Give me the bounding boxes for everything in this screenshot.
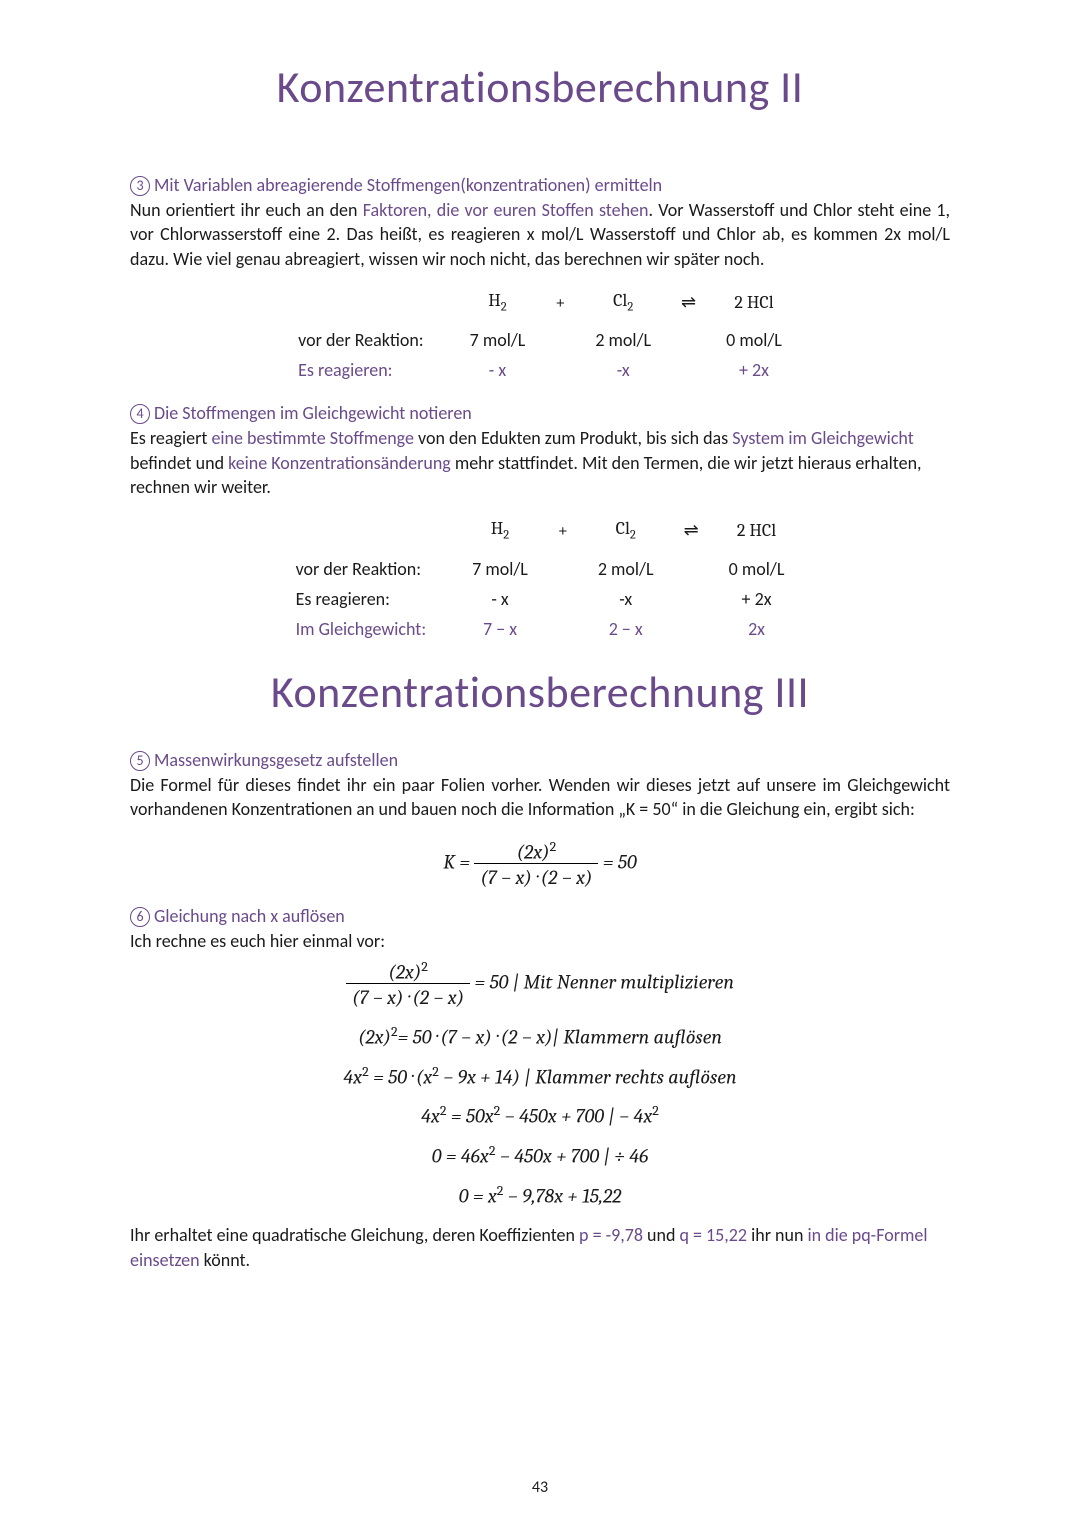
row-label-before: vor der Reaktion: bbox=[284, 326, 453, 354]
step3-heading: 3Mit Variablen abreagierende Stoffmengen… bbox=[130, 174, 950, 196]
hl: q = 15,22 bbox=[680, 1224, 748, 1246]
step6-closing: Ihr erhaltet eine quadratische Gleichung… bbox=[130, 1223, 950, 1272]
equilibrium-arrow-icon: ⇌ bbox=[667, 287, 710, 325]
step6-heading-text: Gleichung nach x auflösen bbox=[154, 905, 345, 927]
t: Ihr erhaltet eine quadratische Gleichung… bbox=[130, 1224, 579, 1246]
step5-number-icon: 5 bbox=[130, 751, 150, 771]
step5-paragraph: Die Formel für dieses findet ihr ein paa… bbox=[130, 773, 950, 822]
step3-text-a: Nun orientiert ihr euch an den bbox=[130, 199, 363, 221]
row-label-react: Es reagieren: bbox=[284, 356, 453, 384]
t: könnt. bbox=[200, 1249, 250, 1271]
species-h2: H2 bbox=[456, 287, 540, 325]
plus-symbol: + bbox=[541, 287, 579, 325]
hl: keine Konzentrationsänderung bbox=[228, 452, 451, 474]
hl: System im Gleichgewicht bbox=[732, 427, 913, 449]
t: befindet und bbox=[130, 452, 228, 474]
step6-heading: 6Gleichung nach x auflösen bbox=[130, 905, 950, 927]
cell: + 2x bbox=[712, 356, 796, 384]
t: und bbox=[643, 1224, 680, 1246]
cell: - x bbox=[456, 356, 540, 384]
step3-paragraph: Nun orientiert ihr euch an den Faktoren,… bbox=[130, 198, 950, 271]
reaction-table-2: H2 + Cl2 ⇌ 2 HCl vor der Reaktion: 7 mol… bbox=[280, 513, 801, 645]
step6-derivation: (2x)2(7 − x) · (2 − x) = 50 | Mit Nenner… bbox=[130, 958, 950, 1208]
species-hcl: 2 HCl bbox=[712, 287, 796, 325]
hl: p = -9,78 bbox=[579, 1224, 643, 1246]
t: Es reagiert bbox=[130, 427, 211, 449]
cell: 7 mol/L bbox=[456, 326, 540, 354]
species-cl2: Cl2 bbox=[581, 287, 665, 325]
row-label-equilibrium: Im Gleichgewicht: bbox=[282, 615, 457, 643]
t: ihr nun bbox=[747, 1224, 807, 1246]
step3-number-icon: 3 bbox=[130, 176, 150, 196]
step5-equation: K = (2x)2(7 − x) · (2 − x) = 50 bbox=[130, 838, 950, 890]
cell: 0 mol/L bbox=[712, 326, 796, 354]
step6-number-icon: 6 bbox=[130, 907, 150, 927]
step5-heading-text: Massenwirkungsgesetz aufstellen bbox=[154, 749, 398, 771]
page-number: 43 bbox=[0, 1478, 1080, 1497]
hl: eine bestimmte Stoffmenge bbox=[211, 427, 414, 449]
page-title-1: Konzentrationsberechnung II bbox=[130, 60, 950, 114]
step4-paragraph: Es reagiert eine bestimmte Stoffmenge vo… bbox=[130, 426, 950, 499]
step3-highlight: Faktoren, die vor euren Stoffen stehen bbox=[363, 199, 649, 221]
step4-heading: 4Die Stoffmengen im Gleichgewicht notier… bbox=[130, 402, 950, 424]
step6-intro: Ich rechne es euch hier einmal vor: bbox=[130, 929, 950, 953]
step4-number-icon: 4 bbox=[130, 404, 150, 424]
step3-heading-text: Mit Variablen abreagierende Stoffmengen(… bbox=[154, 174, 662, 196]
t: von den Edukten zum Produkt, bis sich da… bbox=[414, 427, 732, 449]
page-title-2: Konzentrationsberechnung III bbox=[130, 665, 950, 719]
reaction-table-1: H2 + Cl2 ⇌ 2 HCl vor der Reaktion: 7 mol… bbox=[282, 285, 798, 387]
step5-heading: 5Massenwirkungsgesetz aufstellen bbox=[130, 749, 950, 771]
cell: 2 mol/L bbox=[581, 326, 665, 354]
cell: -x bbox=[581, 356, 665, 384]
step4-heading-text: Die Stoffmengen im Gleichgewicht notiere… bbox=[154, 402, 472, 424]
